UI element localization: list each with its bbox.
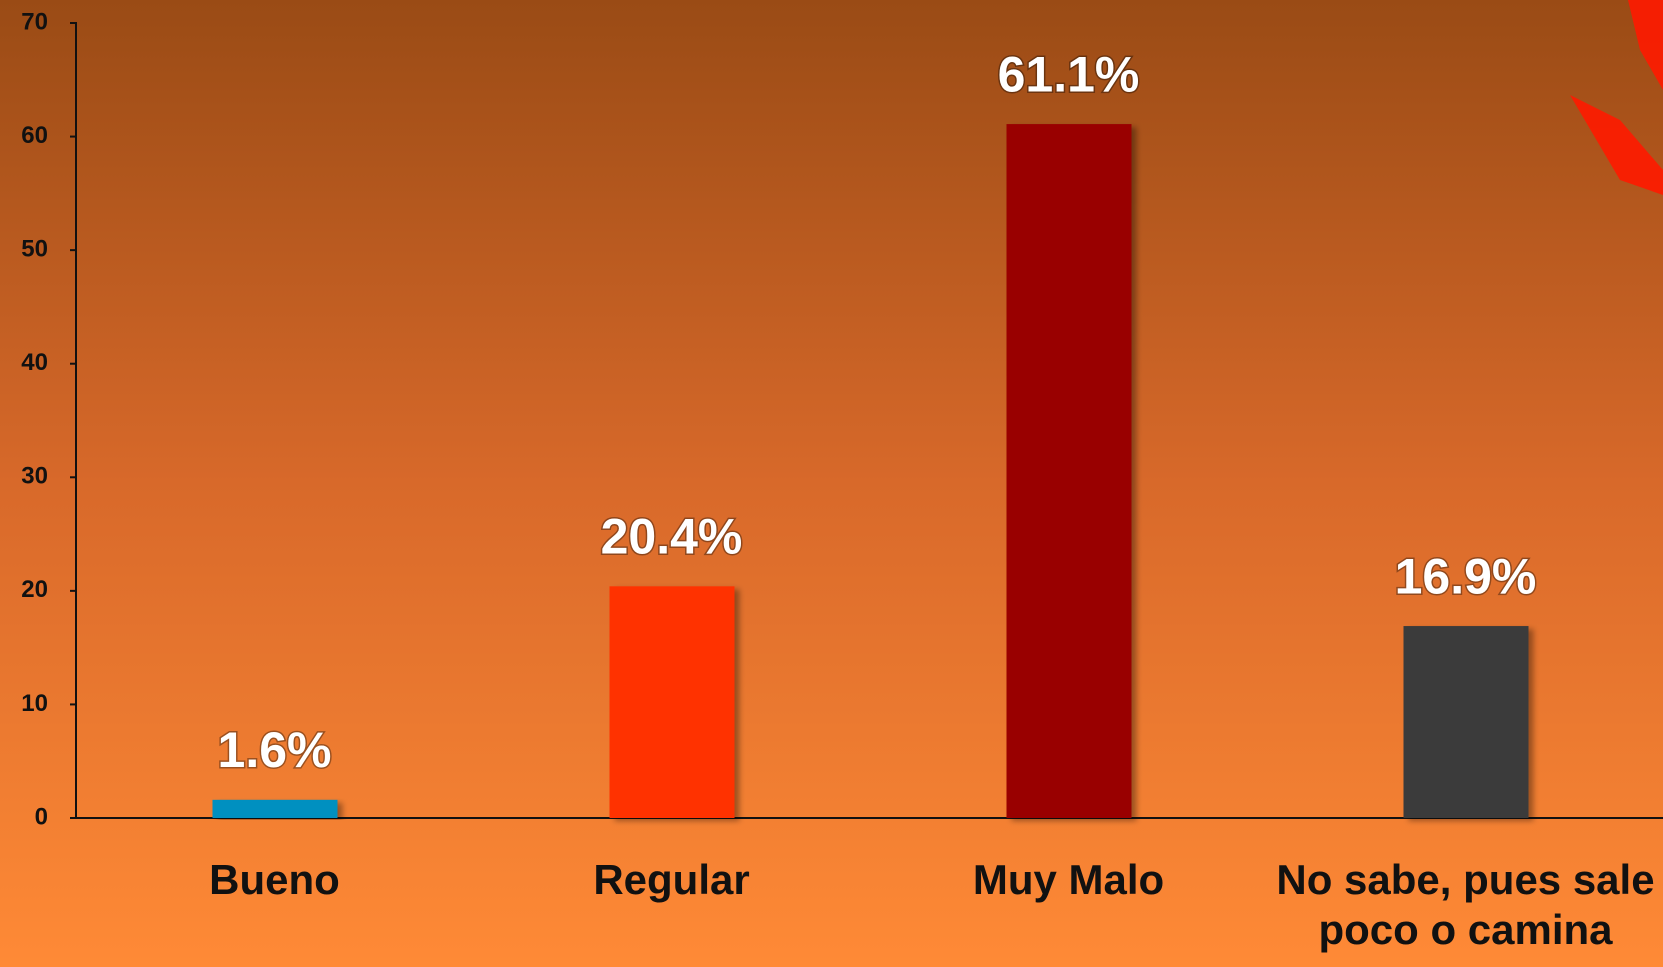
value-label: 61.1% bbox=[998, 46, 1140, 102]
x-tick-label-box: Regular bbox=[593, 856, 750, 903]
bar bbox=[212, 799, 338, 818]
value-label: 16.9% bbox=[1395, 548, 1537, 604]
x-tick-label: No sabe, pues sale poco o camina bbox=[1276, 856, 1655, 953]
y-tick-label: 50 bbox=[21, 235, 48, 262]
x-tick-label: Muy Malo bbox=[972, 856, 1165, 903]
y-tick-label: 30 bbox=[21, 463, 48, 490]
y-tick-label: 20 bbox=[21, 576, 48, 603]
y-tick-label: 10 bbox=[21, 690, 48, 717]
y-tick-label: 40 bbox=[21, 349, 48, 376]
bar bbox=[1403, 626, 1529, 818]
x-tick-label: Bueno bbox=[209, 856, 340, 903]
bar bbox=[1006, 124, 1132, 819]
x-tick-label-box: Bueno bbox=[209, 856, 340, 903]
y-tick-label: 70 bbox=[21, 8, 48, 35]
y-tick-label: 60 bbox=[21, 122, 48, 149]
x-tick-label-box: Muy Malo bbox=[972, 856, 1165, 903]
decoration bbox=[1570, 0, 1663, 195]
bar bbox=[609, 586, 735, 818]
x-tick-label: Regular bbox=[593, 856, 750, 903]
value-label: 1.6% bbox=[218, 722, 332, 778]
value-label: 20.4% bbox=[601, 509, 743, 565]
x-tick-label-box: No sabe, pues sale poco o camina bbox=[1276, 856, 1655, 953]
y-tick-label: 0 bbox=[35, 803, 48, 830]
